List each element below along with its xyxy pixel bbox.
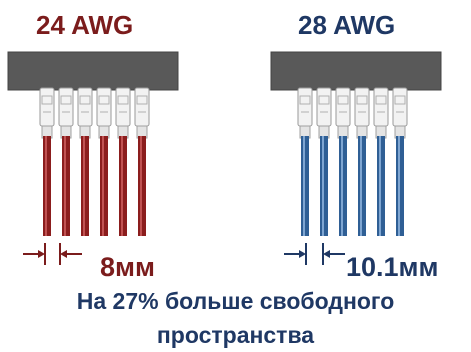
left-spacing-marker bbox=[23, 243, 82, 265]
wire-highlight bbox=[322, 136, 324, 236]
right-cable-assembly bbox=[270, 51, 442, 265]
wire-highlight bbox=[360, 136, 362, 236]
left-connector-block bbox=[7, 51, 179, 91]
terminal-window bbox=[318, 95, 330, 105]
terminal-window bbox=[117, 95, 129, 105]
wire-highlight bbox=[379, 136, 381, 236]
wire bbox=[39, 87, 55, 236]
caption-line-2: пространства bbox=[156, 322, 315, 348]
marker-arrow-left-head bbox=[38, 250, 45, 258]
right-gauge-label: 28 AWG bbox=[298, 10, 396, 40]
crimp-terminal bbox=[58, 87, 74, 127]
marker-arrow-right-head bbox=[323, 250, 330, 258]
caption-line-1: На 27% больше свободного bbox=[76, 288, 395, 314]
crimp-terminal bbox=[115, 87, 131, 127]
left-gauge-label: 24 AWG bbox=[36, 10, 134, 40]
right-spacing-label: 10.1мм bbox=[346, 252, 439, 282]
wire bbox=[335, 87, 351, 236]
wire bbox=[115, 87, 131, 236]
wire-highlight bbox=[102, 136, 104, 236]
terminal-window bbox=[337, 95, 349, 105]
wire bbox=[392, 87, 408, 236]
wire bbox=[373, 87, 389, 236]
wire bbox=[77, 87, 93, 236]
wire bbox=[58, 87, 74, 236]
crimp-terminal bbox=[373, 87, 389, 127]
terminal-window bbox=[394, 95, 406, 105]
wire-highlight bbox=[64, 136, 66, 236]
crimp-terminal bbox=[96, 87, 112, 127]
wire bbox=[134, 87, 150, 236]
marker-arrow-right-head bbox=[60, 250, 67, 258]
crimp-terminal bbox=[134, 87, 150, 127]
right-connector-block bbox=[270, 51, 442, 91]
crimp-terminal bbox=[354, 87, 370, 127]
wire-highlight bbox=[303, 136, 305, 236]
wire-highlight bbox=[121, 136, 123, 236]
wire-highlight bbox=[398, 136, 400, 236]
terminal-window bbox=[136, 95, 148, 105]
wire-highlight bbox=[341, 136, 343, 236]
right-wires bbox=[297, 87, 408, 236]
crimp-terminal bbox=[297, 87, 313, 127]
wire bbox=[316, 87, 332, 236]
marker-arrow-left-head bbox=[299, 250, 306, 258]
terminal-window bbox=[79, 95, 91, 105]
terminal-window bbox=[41, 95, 53, 105]
left-wires bbox=[39, 87, 150, 236]
crimp-terminal bbox=[77, 87, 93, 127]
wire-highlight bbox=[140, 136, 142, 236]
terminal-window bbox=[60, 95, 72, 105]
terminal-window bbox=[356, 95, 368, 105]
wire bbox=[96, 87, 112, 236]
crimp-terminal bbox=[316, 87, 332, 127]
terminal-window bbox=[98, 95, 110, 105]
crimp-terminal bbox=[392, 87, 408, 127]
crimp-terminal bbox=[39, 87, 55, 127]
left-cable-assembly bbox=[7, 51, 179, 265]
wire bbox=[354, 87, 370, 236]
wire-highlight bbox=[45, 136, 47, 236]
wire-highlight bbox=[83, 136, 85, 236]
terminal-window bbox=[375, 95, 387, 105]
terminal-window bbox=[299, 95, 311, 105]
right-spacing-marker bbox=[284, 243, 345, 265]
left-spacing-label: 8мм bbox=[100, 252, 155, 282]
crimp-terminal bbox=[335, 87, 351, 127]
wire bbox=[297, 87, 313, 236]
caption: На 27% больше свободного пространства bbox=[0, 284, 471, 352]
